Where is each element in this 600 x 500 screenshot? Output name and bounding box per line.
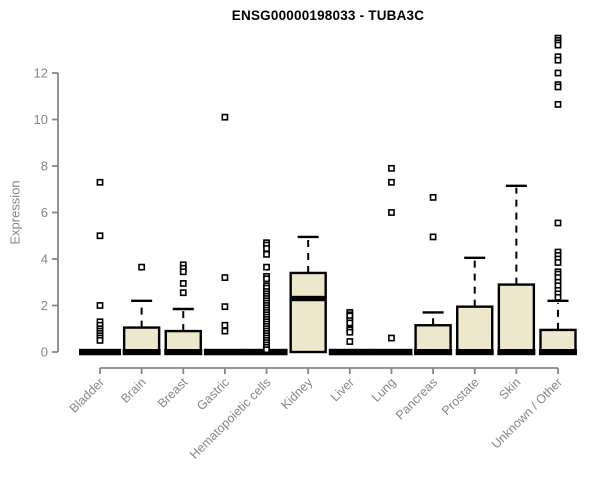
outlier-point — [554, 41, 562, 49]
x-tick-label: Gastric — [194, 375, 232, 413]
outlier-point — [263, 263, 270, 271]
outlier-point — [554, 100, 562, 108]
y-tick-label: 10 — [34, 112, 48, 127]
outlier-point — [554, 219, 562, 227]
y-tick-label: 0 — [41, 345, 48, 360]
outlier-point — [554, 56, 562, 64]
outlier-point — [96, 302, 104, 309]
y-tick-label: 6 — [41, 205, 48, 220]
boxplot-brain — [122, 263, 161, 356]
outlier-point — [221, 303, 229, 311]
chart-title: ENSG00000198033 - TUBA3C — [231, 8, 425, 23]
outlier-point — [96, 232, 104, 240]
x-tick-label: Bladder — [67, 375, 107, 415]
boxplot-gastric — [203, 113, 246, 356]
boxplot-lung — [370, 164, 413, 356]
outlier-point — [263, 346, 270, 354]
outlier-point — [429, 193, 437, 201]
outlier-point — [179, 289, 187, 297]
x-tick-label: Skin — [496, 375, 523, 402]
outlier-point — [221, 113, 229, 121]
boxplot-hematopoietic-cells — [245, 239, 288, 356]
outlier-point — [554, 69, 562, 77]
outlier-point — [179, 268, 187, 276]
outlier-point — [346, 319, 354, 327]
outlier-point — [221, 327, 229, 335]
outlier-point — [388, 209, 395, 216]
x-tick-label: Kidney — [278, 375, 315, 412]
outlier-point — [388, 334, 395, 342]
outlier-point — [263, 275, 270, 283]
boxplot-bladder — [79, 178, 121, 356]
outlier-point — [429, 233, 437, 241]
x-tick-label: Pancreas — [393, 375, 440, 422]
y-tick-label: 4 — [41, 252, 48, 267]
boxplot-pancreas — [414, 193, 453, 356]
outlier-point — [554, 293, 562, 301]
boxplot-prostate — [455, 256, 494, 356]
boxplot-liver — [328, 309, 371, 356]
outlier-point — [554, 83, 562, 91]
outlier-point — [554, 259, 562, 266]
x-tick-label: Brain — [118, 375, 149, 406]
x-tick-label: Hematopoietic cells — [187, 375, 274, 462]
outlier-point — [138, 263, 146, 271]
boxplot-breast — [164, 261, 203, 356]
outlier-point — [263, 245, 270, 252]
x-tick-label: Unknown / Other — [489, 375, 565, 451]
boxplot-unknown-other — [538, 34, 577, 356]
outlier-point — [346, 338, 354, 345]
y-tick-label: 2 — [41, 298, 48, 313]
outlier-point — [346, 328, 354, 336]
outlier-point — [96, 178, 104, 186]
outlier-point — [221, 321, 229, 329]
x-tick-label: Breast — [155, 375, 191, 411]
y-tick-label: 12 — [34, 66, 48, 81]
outlier-point — [179, 280, 187, 287]
y-tick-label: 8 — [41, 159, 48, 174]
outlier-point — [96, 336, 104, 344]
outlier-point — [263, 250, 270, 258]
outlier-point — [388, 164, 395, 172]
x-tick-label: Lung — [369, 375, 399, 405]
boxplot-kidney — [289, 235, 327, 354]
x-tick-label: Prostate — [439, 375, 482, 418]
x-tick-label: Liver — [328, 375, 357, 404]
axes: 0 2 4 6 8 10 12 Bladder Brain Breast GastricHemato… — [34, 66, 566, 462]
outlier-point — [221, 274, 229, 281]
outlier-point — [388, 178, 395, 186]
boxplot-skin — [497, 184, 536, 356]
